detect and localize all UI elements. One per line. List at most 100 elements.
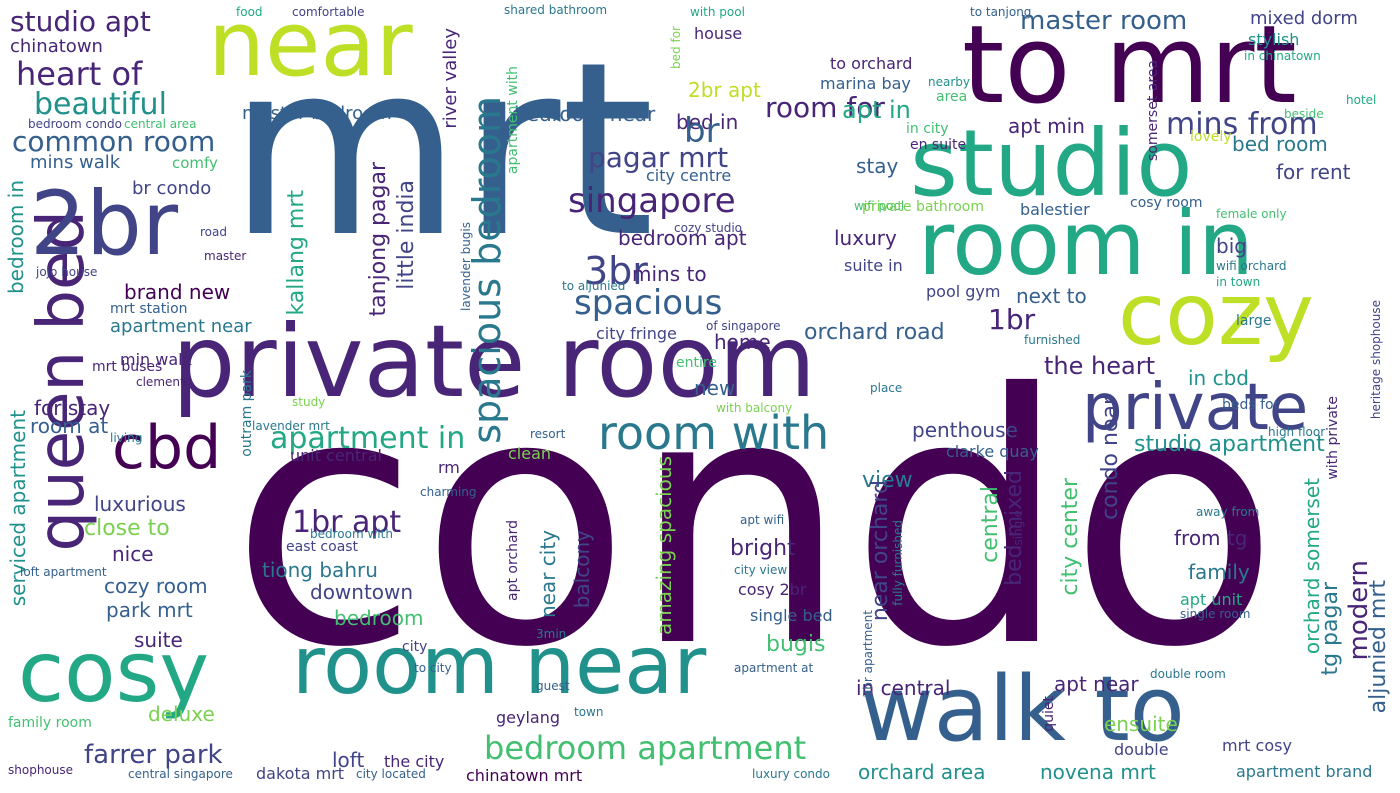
word-chinatown-mrt: chinatown mrt <box>466 766 583 785</box>
word-master: master <box>204 249 247 263</box>
word-bedroom-condo: bedroom condo <box>28 117 122 131</box>
word-single-room: single room <box>1180 607 1251 621</box>
word-beside: beside <box>1284 107 1324 121</box>
word-away-from: away from <box>1196 505 1260 519</box>
word-walk-to: walk to <box>860 657 1185 762</box>
word-stay: stay <box>856 154 899 178</box>
word-for-stay: for stay <box>34 396 111 420</box>
word-lovely: lovely <box>1190 129 1232 145</box>
word-city-view: city view <box>734 563 788 577</box>
word-3br: 3br <box>584 249 648 293</box>
word-studio: studio <box>910 110 1193 217</box>
word-near: near <box>208 0 413 97</box>
word-living: living <box>110 431 143 445</box>
word-suite: suite <box>134 628 183 652</box>
word-bedroom-with: bedroom with <box>310 527 393 541</box>
word-apartment-brand: apartment brand <box>1236 762 1373 781</box>
word-mrt-cosy: mrt cosy <box>1222 736 1292 755</box>
word-geylang: geylang <box>496 708 561 727</box>
word-in-chinatown: in chinatown <box>1244 49 1321 63</box>
word-single: single <box>1011 510 1025 546</box>
word-furnished: furnished <box>1024 333 1081 347</box>
word-east-coast: east coast <box>286 539 359 555</box>
word-orchard-somerset: orchard somerset <box>1300 478 1324 655</box>
word-of-singapore: of singapore <box>706 319 781 333</box>
word-apartment-with: apartment with <box>505 66 521 175</box>
word-bedroom-in: bedroom in <box>4 180 28 295</box>
word-clementi: clementi <box>136 375 189 389</box>
word-room-with: room with <box>598 406 830 460</box>
word-city-center: city center <box>1058 478 1083 596</box>
word-bed-in: bed in <box>676 110 739 134</box>
word-min-walk: min walk <box>120 350 192 369</box>
word-suite-in: suite in <box>844 256 903 275</box>
word-outram-park: outram park <box>239 370 255 457</box>
word-cozy-room: cozy room <box>104 574 208 598</box>
word-single-bed: single bed <box>750 606 833 625</box>
word-downtown: downtown <box>310 580 414 604</box>
word-apartment-at: apartment at <box>734 661 814 675</box>
word-cosy-room: cosy room <box>1130 195 1203 211</box>
word-tanjong-pagar: tanjong pagar <box>366 162 391 317</box>
word-the-heart: the heart <box>1044 352 1155 380</box>
word-apt-wifi: apt wifi <box>740 513 785 527</box>
word-amazing-spacious: amazing spacious <box>652 456 676 636</box>
word-stylish: stylish <box>1248 30 1300 49</box>
word-close-to: close to <box>84 516 170 541</box>
word-br-condo: br condo <box>132 178 212 199</box>
word-deluxe: deluxe <box>148 702 215 726</box>
word-loft-apartment: loft apartment <box>20 565 107 579</box>
word-pagar-mrt: pagar mrt <box>588 141 729 174</box>
word-family: family <box>1188 560 1250 584</box>
word-common-room: common room <box>12 125 216 158</box>
word-comfy: comfy <box>172 154 218 172</box>
word-studio-apt: studio apt <box>10 5 151 38</box>
word-home: home <box>714 330 771 354</box>
word-luxury-condo: luxury condo <box>752 767 830 781</box>
word-cosy-2br: cosy 2br <box>738 580 807 599</box>
word-with-pool: with pool <box>690 5 745 19</box>
word-1br: 1br <box>988 303 1036 336</box>
word-luxurious: luxurious <box>94 492 186 516</box>
word-mrt-station: mrt station <box>110 301 188 317</box>
word-private: private <box>1082 371 1309 445</box>
word-spacious: spacious <box>574 283 723 323</box>
word-lavender-mrt: lavender mrt <box>252 419 330 433</box>
word-en-suite: en suite <box>910 137 967 153</box>
word-studio-apartment: studio apartment <box>1134 432 1325 457</box>
word-to-aljunied: to aljunied <box>562 279 626 293</box>
word-room-near: room near <box>292 619 707 712</box>
word-clarke-quay: clarke quay <box>946 442 1039 461</box>
word-bed-room: bed room <box>1232 132 1328 156</box>
word-apartment-in: apartment in <box>270 421 466 456</box>
word-pool-gym: pool gym <box>926 282 1001 301</box>
word-master-bedroom: master bedroom <box>242 103 392 124</box>
word-from-tg: from tg <box>1174 526 1248 550</box>
word-next-to: next to <box>1016 284 1087 308</box>
word-chinatown: chinatown <box>10 36 103 57</box>
word-park-mrt: park mrt <box>106 598 193 622</box>
word-cozy-studio: cozy studio <box>674 221 743 235</box>
word-city: city <box>402 639 428 655</box>
word-mins-to: mins to <box>632 262 707 286</box>
word-novena-mrt: novena mrt <box>1040 760 1156 784</box>
word-area: area <box>936 89 968 105</box>
word-town: town <box>574 705 604 719</box>
word-nearby: nearby <box>928 75 970 89</box>
word-view: view <box>862 468 913 493</box>
word-female-only: female only <box>1216 207 1287 221</box>
word-place: place <box>870 381 903 395</box>
word-apartment-near: apartment near <box>110 316 252 337</box>
word-marina-bay: marina bay <box>820 74 911 93</box>
word-resort: resort <box>530 427 566 441</box>
word-spacious-bedroom: spacious bedroom <box>465 96 509 444</box>
word-apt-min: apt min <box>1008 114 1085 138</box>
word-central-singapore: central singapore <box>128 767 233 781</box>
word-balestier: balestier <box>1020 200 1090 219</box>
word-br: br <box>684 111 720 151</box>
word-mins-walk: mins walk <box>30 152 121 173</box>
word-kallang-mrt: kallang mrt <box>284 190 309 316</box>
word-apt-unit: apt unit <box>1180 590 1243 609</box>
word-condo-near: condo near <box>1098 396 1123 520</box>
